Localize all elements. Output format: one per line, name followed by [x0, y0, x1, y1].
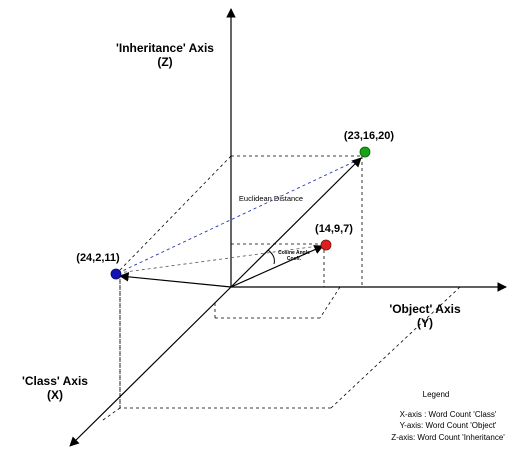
projection-box-blue	[103, 275, 120, 420]
x-axis-sub: (X)	[47, 388, 63, 402]
point-blue	[111, 269, 121, 279]
point-red-label: (14,9,7)	[315, 223, 353, 235]
euclidean-distance-line	[118, 158, 362, 273]
vector-blue	[120, 276, 231, 287]
y-axis-sub: (Y)	[417, 316, 433, 330]
z-axis-title: 'Inheritance' Axis	[116, 41, 214, 55]
point-blue-label: (24,2,11)	[76, 252, 120, 264]
x-axis-title: 'Class' Axis	[22, 374, 88, 388]
legend-title: Legend	[423, 390, 450, 399]
point-green-label: (23,16,20)	[344, 130, 394, 142]
z-axis-sub: (Z)	[157, 55, 172, 69]
x-axis-line	[70, 287, 231, 446]
cosine-angle-label-2: Coeff.	[287, 256, 302, 262]
point-red	[321, 240, 331, 250]
legend-item-x: X-axis : Word Count 'Class'	[400, 410, 497, 419]
legend-item-y: Y-axis: Word Count 'Object'	[400, 421, 497, 430]
legend-item-z: Z-axis: Word Count 'Inheritance'	[391, 433, 505, 442]
euclidean-distance-label: Euclidean Distance	[239, 194, 303, 203]
point-green	[360, 147, 370, 157]
y-axis-title: 'Object' Axis	[389, 302, 461, 316]
